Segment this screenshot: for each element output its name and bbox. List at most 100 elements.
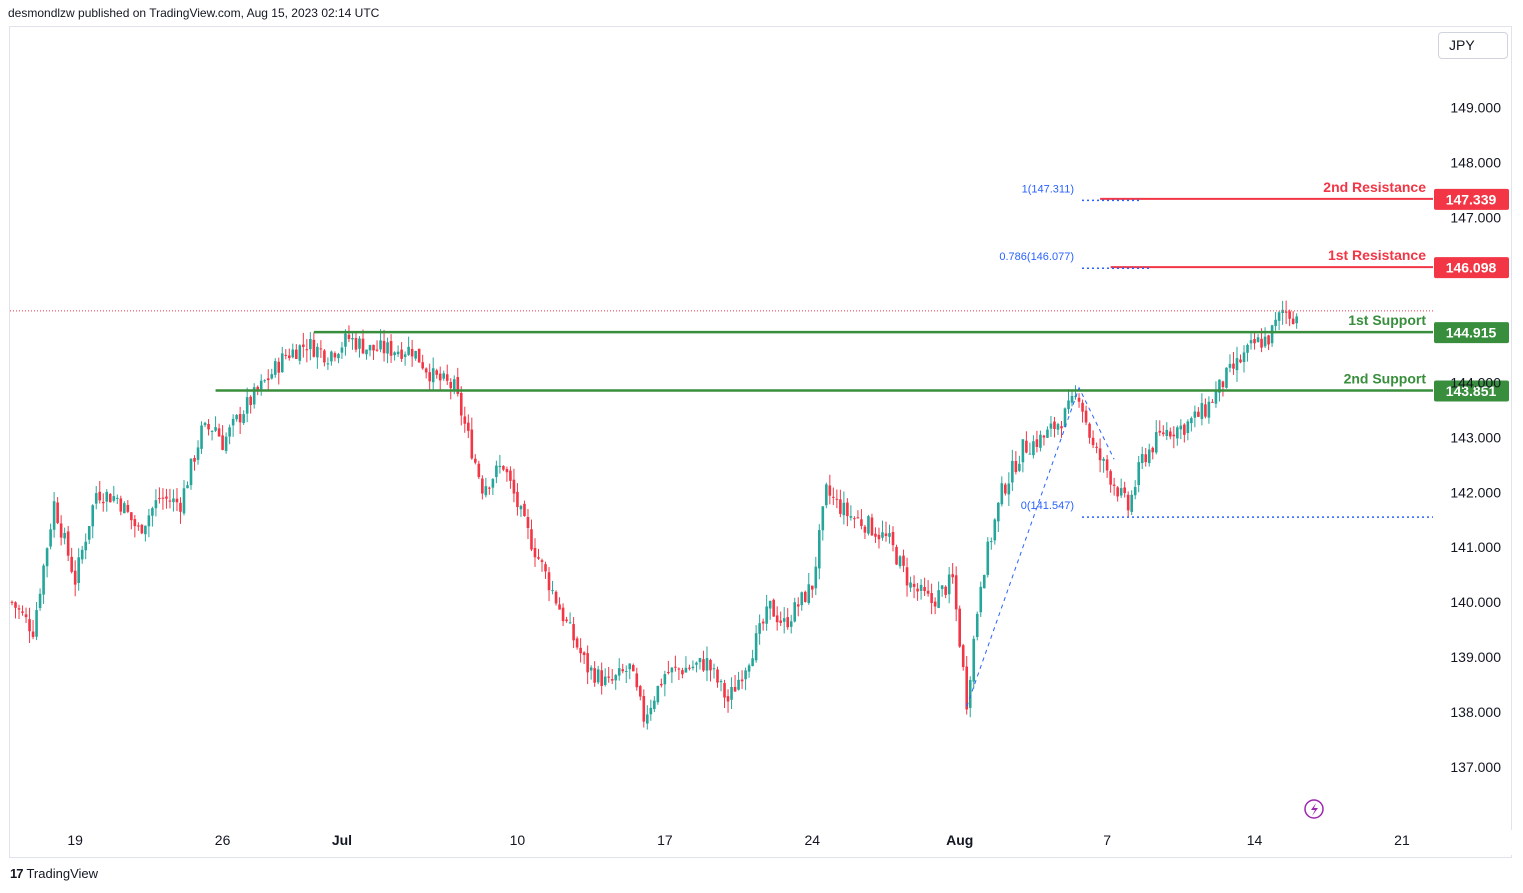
candle-body [702,659,705,671]
candle-body [1112,484,1116,486]
candle-body [1007,483,1011,495]
price-tick-label: 143.000 [1450,429,1501,445]
chart-frame[interactable] [9,26,1512,858]
candle-body [284,354,288,356]
candle-body [161,497,165,499]
candle-body [256,386,259,391]
candle-body [1021,439,1025,463]
candle-body [424,368,428,373]
candle-body [126,504,130,512]
candle-body [737,679,740,690]
candle-body [235,414,238,420]
candle-body [1193,411,1197,418]
candle-body [1070,395,1074,403]
candle-body [344,333,347,347]
candle-body [986,541,990,575]
candle-body [1123,487,1126,494]
price-tick-label: 139.000 [1450,649,1501,665]
candle-body [691,666,695,669]
candle-body [1204,404,1207,417]
candle-body [582,652,586,656]
candle-body [98,491,102,501]
fib-level-label: 0.786(146.077) [999,251,1074,263]
candle-body [452,379,456,391]
candle-body [968,680,972,708]
candle-body [252,387,256,405]
candle-body [94,493,98,504]
candle-body [1218,379,1221,393]
candle-body [101,501,105,504]
candle-body [428,372,431,382]
candle-body [1088,423,1091,438]
candle-body [340,347,344,353]
candle-body [1207,401,1211,418]
candle-body [372,344,375,351]
candle-body [1277,312,1281,321]
candle-body [772,599,775,617]
candle-body [1288,311,1291,319]
time-tick-label: 14 [1247,832,1263,848]
candle-body [228,427,231,437]
candle-body [930,593,933,603]
candle-body [526,517,530,528]
candle-body [31,631,35,637]
footer-brand[interactable]: 17 TradingView [10,866,98,881]
candle-body [28,619,31,632]
icons-layer [1304,799,1324,819]
candle-body [818,530,821,569]
candle-body [796,604,800,607]
candle-body [593,668,596,683]
candle-body [10,601,14,603]
candle-body [35,610,38,637]
candle-body [1014,460,1018,473]
candle-body [393,352,396,356]
candle-body [958,608,961,647]
candle-body [898,556,902,567]
lightning-icon [1304,799,1324,819]
candle-body [108,493,112,503]
candle-body [24,614,28,618]
lightning-icon-bolt [1311,803,1318,816]
candle-body [1098,448,1102,461]
level-name-label: 1st Resistance [1328,247,1426,263]
candle-body [751,658,754,667]
candle-body [200,425,203,449]
candle-body [1063,408,1067,427]
candle-body [1084,410,1088,423]
candle-body [495,465,498,478]
time-tick-label: 21 [1394,832,1410,848]
candle-body [758,623,761,634]
level-price-tag [1434,322,1509,344]
candle-body [856,517,860,519]
candle-body [196,447,200,460]
candle-body [853,518,856,520]
candle-body [561,607,565,622]
candle-body [888,533,891,537]
time-axis-mask [1433,830,1513,855]
candle-body [881,532,884,538]
price-tick-label: 140.000 [1450,594,1501,610]
candle-body [273,361,277,375]
candle-body [719,680,723,683]
candle-body [484,486,488,496]
candle-body [147,515,151,527]
candle-body [839,499,842,514]
candle-body [705,658,709,671]
candle-body [410,348,414,357]
fib-level-label: 0(141.547) [1021,500,1074,512]
candle-body [723,683,726,698]
time-tick-label: Jul [332,832,352,848]
candle-body [280,353,284,373]
candle-body [1042,435,1046,438]
currency-selector[interactable]: JPY [1438,32,1508,59]
fib-level-label: 1(147.311) [1022,183,1074,195]
candle-body [765,606,768,624]
candle-body [656,685,660,703]
candle-body [66,531,70,556]
price-tick-label: 148.000 [1450,155,1501,171]
candle-body [631,665,635,672]
candle-body [663,674,667,685]
candle-body [1000,483,1004,505]
candle-body [1200,403,1204,419]
